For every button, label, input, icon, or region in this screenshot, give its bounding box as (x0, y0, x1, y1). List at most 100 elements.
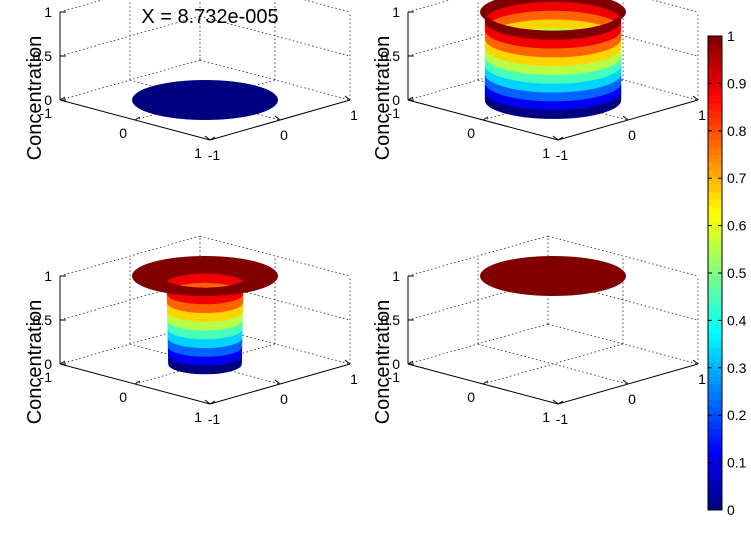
z-tick-label: 0.5 (33, 48, 53, 64)
colorbar-segment (708, 258, 722, 267)
colorbar-segment (708, 43, 722, 52)
colorbar-segment (708, 295, 722, 304)
colorbar-segment (708, 221, 722, 230)
colorbar-segment (708, 406, 722, 415)
surface-band (132, 80, 278, 120)
colorbar-segment (708, 369, 722, 378)
colorbar-segment (708, 324, 722, 333)
surface (132, 80, 278, 120)
y-tick-label: -1 (388, 105, 401, 121)
colorbar-segment (708, 480, 722, 489)
x-tick-label: -1 (208, 411, 221, 427)
colorbar-segment (708, 317, 722, 326)
colorbar-segment (708, 465, 722, 474)
x-tick-label: 0 (628, 127, 636, 143)
colorbar-segment (708, 206, 722, 215)
y-tick-label: 1 (542, 145, 550, 161)
colorbar-segment (708, 169, 722, 178)
subplot-title: X = 8.732e-005 (141, 6, 278, 28)
colorbar-segment (708, 428, 722, 437)
colorbar-segment (708, 73, 722, 81)
x-tick-label: -1 (208, 147, 221, 163)
colorbar-tick-label: 0 (727, 502, 735, 518)
colorbar-segment (708, 243, 722, 252)
colorbar-segment (708, 161, 722, 170)
colorbar-segment (708, 50, 722, 59)
colorbar-segment (708, 354, 722, 363)
z-tick-label: 1 (392, 268, 400, 284)
colorbar-tick-label: 0.3 (727, 360, 747, 376)
colorbar-segment (708, 250, 722, 259)
colorbar-segment (708, 191, 722, 200)
colorbar-segment (708, 184, 722, 193)
colorbar-segment (708, 376, 722, 385)
x-tick-label: 1 (350, 107, 358, 123)
colorbar-segment (708, 147, 722, 155)
surface (480, 256, 626, 296)
colorbar-segment (708, 80, 722, 89)
colorbar-tick-label: 0.9 (727, 75, 747, 91)
x-tick-label: -1 (556, 147, 569, 163)
colorbar-segment (708, 110, 722, 118)
colorbar-segment (708, 117, 722, 126)
grid (407, 235, 699, 385)
x-tick-label: 0 (628, 391, 636, 407)
x-tick-label: 1 (350, 371, 358, 387)
y-tick-label: 1 (542, 409, 550, 425)
colorbar-segment (708, 58, 722, 67)
z-tick-label: 1 (44, 4, 52, 20)
colorbar-tick-label: 0.5 (727, 265, 747, 281)
z-tick-label: 0 (44, 92, 52, 108)
colorbar-segment (708, 347, 722, 355)
colorbar-segment (708, 124, 722, 133)
axes-lines (407, 11, 699, 141)
colorbar-segment (708, 495, 722, 504)
colorbar-tick-label: 0.8 (727, 123, 747, 139)
y-tick-label: 1 (194, 145, 202, 161)
colorbar-segment (708, 443, 722, 452)
colorbar-segment (708, 139, 722, 148)
y-tick-label: 0 (467, 389, 475, 405)
surface (132, 256, 278, 375)
z-axis-label: Concentration (24, 36, 46, 161)
colorbar-tick-label: 0.6 (727, 218, 747, 234)
colorbar-segment (708, 280, 722, 289)
colorbar-tick-label: 0.4 (727, 312, 747, 328)
colorbar-segment (708, 450, 722, 459)
colorbar-segment (708, 95, 722, 104)
z-tick-label: 0.5 (381, 48, 401, 64)
x-tick-label: 0 (280, 391, 288, 407)
z-tick-label: 0 (392, 356, 400, 372)
axes-lines (407, 275, 699, 405)
colorbar-segment (708, 198, 722, 207)
z-axis-label: Concentration (372, 36, 394, 161)
colorbar-tick-label: 0.7 (727, 170, 747, 186)
colorbar-segment (708, 65, 722, 74)
colorbar-segment (708, 398, 722, 407)
z-tick-label: 0.5 (33, 312, 53, 328)
colorbar-segment (708, 228, 722, 237)
y-tick-label: 0 (119, 389, 127, 405)
colorbar-segment (708, 458, 722, 467)
z-tick-label: 1 (392, 4, 400, 20)
colorbar-segment (708, 265, 722, 274)
colorbar-segment (708, 287, 722, 296)
colorbar-segment (708, 435, 722, 444)
colorbar-segment (708, 502, 722, 511)
y-tick-label: 1 (194, 409, 202, 425)
z-axis-label: Concentration (24, 300, 46, 425)
axes-lines (59, 275, 351, 405)
z-axis-label: Concentration (372, 300, 394, 425)
colorbar-segment (708, 235, 722, 244)
colorbar-segment (708, 36, 722, 44)
z-tick-label: 0.5 (381, 312, 401, 328)
colorbar-tick-label: 0.1 (727, 455, 747, 471)
x-tick-label: -1 (556, 411, 569, 427)
colorbar-segment (708, 339, 722, 348)
surface-band (480, 256, 626, 296)
colorbar-segment (708, 176, 722, 185)
colorbar-segment (708, 384, 722, 392)
